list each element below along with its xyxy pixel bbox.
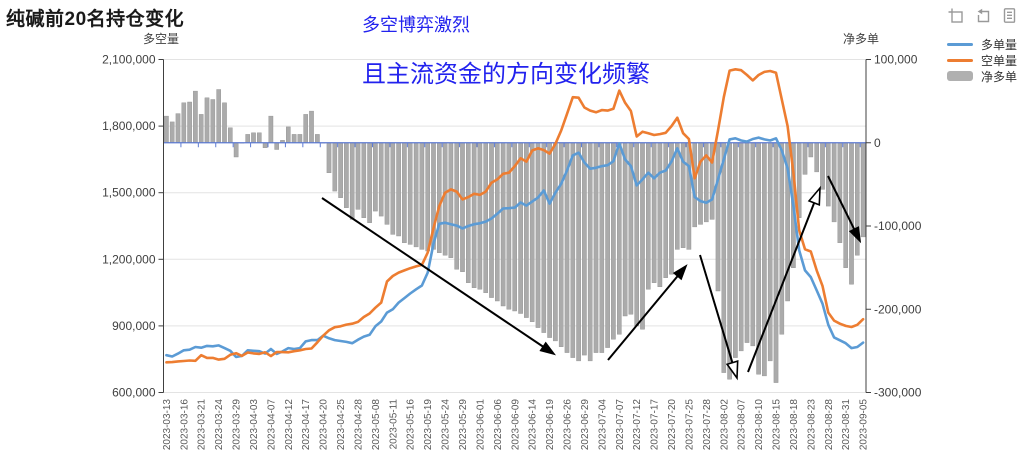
legend-item-3[interactable]: 净多单	[947, 68, 1017, 84]
left-axis-tick-label: 900,000	[112, 319, 156, 333]
page-title: 纯碱前20名持仓变化	[6, 9, 185, 30]
net-bar-series	[164, 89, 866, 383]
trend-arrows	[321, 175, 862, 381]
x-axis-tick-label: 2023-05-29	[458, 399, 469, 451]
x-axis-tick-label: 2023-03-13	[162, 399, 173, 451]
legend-item-2[interactable]: 空单量	[947, 52, 1017, 68]
x-axis-tick-label: 2023-04-17	[301, 399, 312, 451]
data-zoom-icon[interactable]	[948, 8, 963, 23]
x-axis-tick-label: 2023-06-19	[545, 399, 556, 451]
annotation-line-1: 多空博弈激烈	[362, 15, 470, 35]
legend-label: 多单量	[981, 37, 1018, 52]
right-axis-tick-label: 100,000	[874, 53, 918, 67]
left-axis-tick-label: 1,800,000	[102, 119, 156, 133]
x-axis-tick-label: 2023-04-20	[319, 399, 330, 451]
x-axis-tick-label: 2023-05-11	[388, 399, 399, 450]
right-axis-title: 净多单	[842, 32, 879, 46]
x-axis-tick-label: 2023-06-14	[528, 399, 539, 451]
x-axis-tick-label: 2023-05-19	[423, 399, 434, 451]
annotation-line-2: 且主流资金的方向变化频繁	[362, 61, 650, 88]
x-axis-tick-label: 2023-07-17	[650, 399, 661, 451]
x-axis-tick-label: 2023-07-12	[632, 399, 643, 451]
x-axis-tick-label: 2023-06-26	[563, 399, 574, 451]
left-axis-title: 多空量	[142, 32, 179, 46]
x-axis-tick-label: 2023-08-02	[719, 399, 730, 451]
chart-toolbar	[948, 8, 1017, 23]
x-axis-tick-label: 2023-08-18	[789, 399, 800, 451]
chart-legend: 多单量 空单量 净多单	[947, 36, 1017, 84]
x-axis-tick-label: 2023-07-04	[597, 399, 608, 451]
x-axis-tick-label: 2023-08-31	[841, 399, 852, 451]
x-axis-tick-label: 2023-08-07	[737, 399, 748, 451]
x-axis-tick-label: 2023-03-29	[232, 399, 243, 451]
x-axis-tick-label: 2023-08-15	[772, 399, 783, 451]
x-axis-tick-label: 2023-07-07	[615, 399, 626, 451]
data-view-icon[interactable]	[1002, 8, 1017, 23]
x-axis-tick-label: 2023-03-24	[214, 399, 225, 451]
right-axis-tick-label: -200,000	[874, 302, 922, 316]
x-axis-tick-label: 2023-08-23	[806, 399, 817, 451]
x-axis-tick-label: 2023-04-07	[266, 399, 277, 451]
x-axis-tick-label: 2023-08-28	[824, 399, 835, 451]
x-axis-tick-label: 2023-04-25	[336, 399, 347, 451]
x-axis-tick-label: 2023-04-28	[353, 399, 364, 451]
x-axis-tick-label: 2023-04-12	[284, 399, 295, 451]
legend-item-1[interactable]: 多单量	[947, 36, 1017, 52]
right-axis-tick-label: -100,000	[874, 219, 922, 233]
right-axis-tick-label: 0	[874, 136, 881, 150]
x-axis-tick-label: 2023-06-06	[493, 399, 504, 451]
left-axis-tick-label: 600,000	[112, 386, 156, 400]
legend-label: 空单量	[981, 53, 1018, 68]
x-axis-tick-label: 2023-04-03	[249, 399, 260, 451]
left-axis-tick-label: 1,200,000	[102, 252, 156, 266]
short-line-series	[165, 68, 865, 364]
left-axis-tick-label: 1,500,000	[102, 186, 156, 200]
x-axis-tick-label: 2023-06-01	[475, 399, 486, 451]
x-axis-tick-label: 2023-07-25	[684, 399, 695, 451]
x-axis-tick-label: 2023-06-29	[580, 399, 591, 451]
x-axis-tick-label: 2023-03-21	[197, 399, 208, 451]
x-axis-tick-label: 2023-06-09	[510, 399, 521, 451]
legend-line-marker	[947, 42, 973, 46]
x-axis-tick-label: 2023-08-10	[754, 399, 765, 451]
x-axis-labels: 2023-03-13 2023-03-16 2023-03-21 2023-03-24…	[162, 399, 870, 451]
x-axis-tick-label: 2023-07-28	[702, 399, 713, 451]
x-axis-tick-label: 2023-05-16	[406, 399, 417, 451]
restore-icon[interactable]	[975, 8, 990, 23]
x-axis-tick-label: 2023-07-20	[667, 399, 678, 451]
bar-zero-axis	[163, 142, 866, 148]
right-axis-tick-label: -300,000	[874, 386, 922, 400]
x-axis-tick-label: 2023-05-08	[371, 399, 382, 451]
x-axis-tick-label: 2023-09-05	[859, 399, 870, 451]
legend-bar-marker	[947, 71, 973, 81]
legend-line-marker	[947, 58, 973, 62]
x-axis-tick-label: 2023-03-16	[179, 399, 190, 451]
axes: 600,000 900,000 1,200,000 1,500,000 1,800,00…	[102, 53, 922, 400]
legend-label: 净多单	[981, 69, 1018, 84]
left-axis-tick-label: 2,100,000	[102, 53, 156, 67]
x-axis-tick-label: 2023-05-24	[441, 399, 452, 451]
